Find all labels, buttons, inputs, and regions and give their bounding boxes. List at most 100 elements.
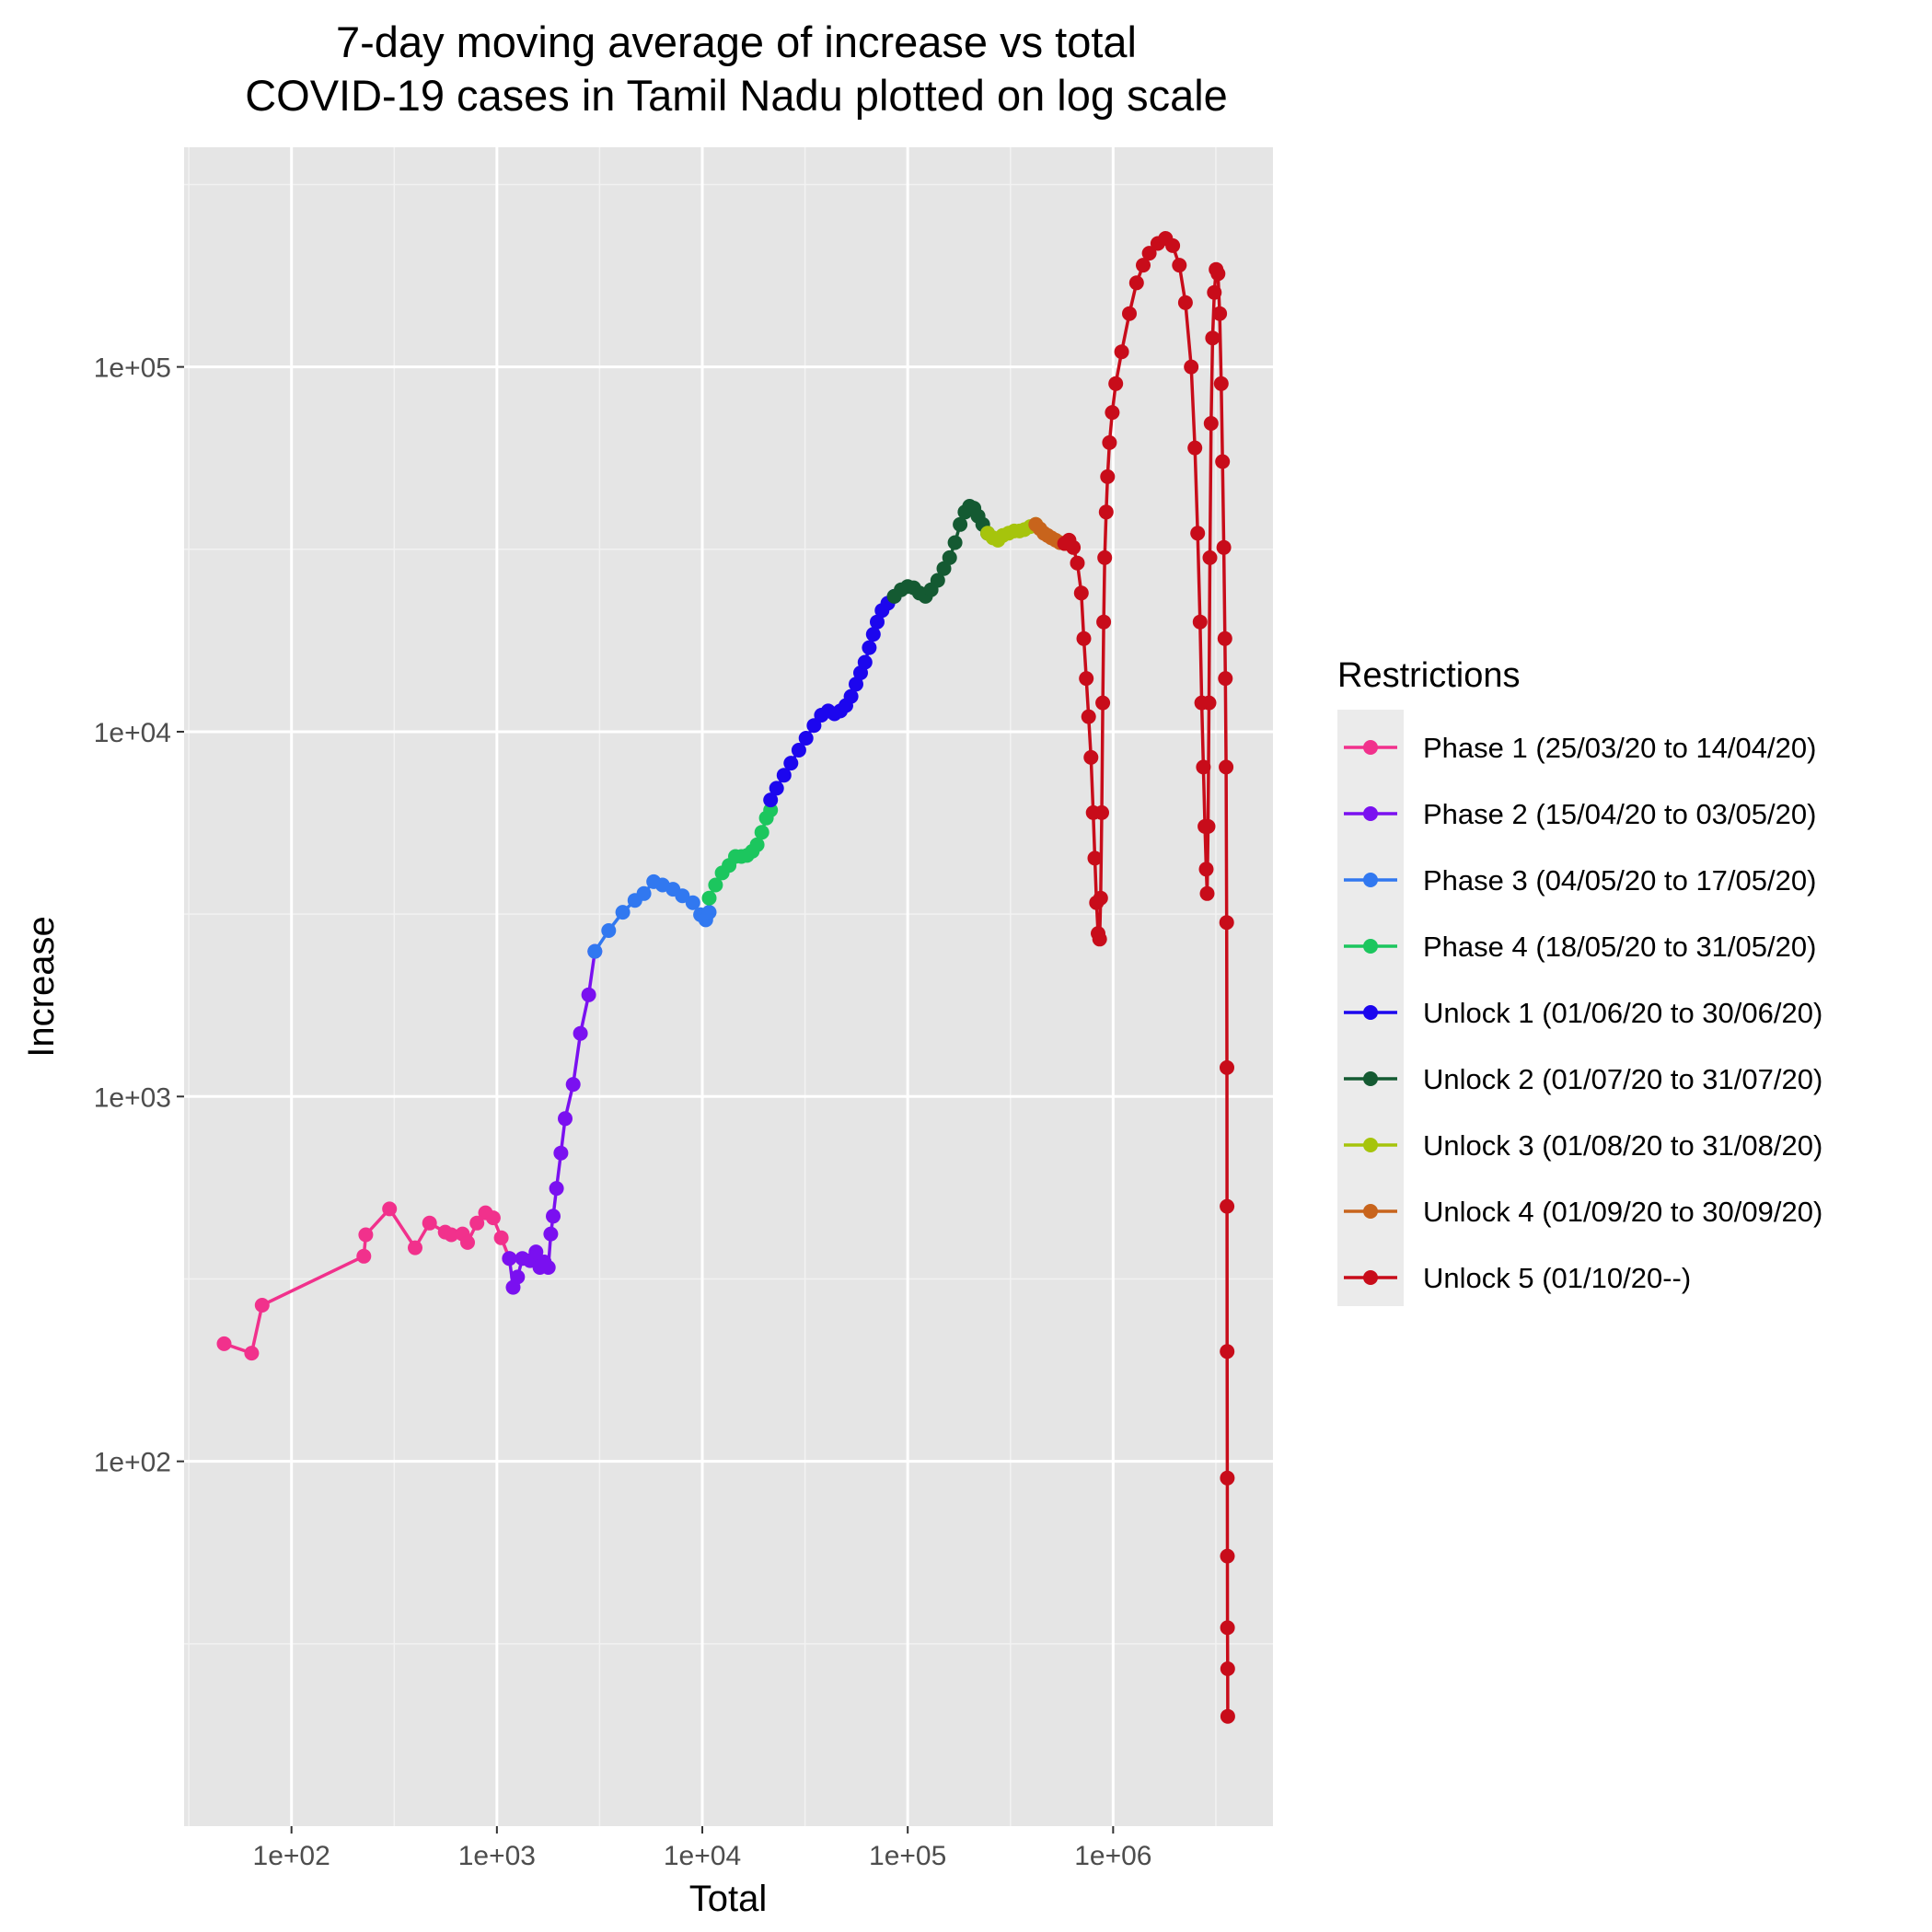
data-point (444, 1227, 459, 1243)
data-point (1083, 749, 1099, 765)
legend-key-point (1363, 740, 1378, 755)
data-point (870, 614, 885, 630)
data-point (1094, 804, 1109, 820)
data-point (1217, 631, 1232, 646)
data-point (540, 1260, 556, 1275)
x-tick-label: 1e+05 (869, 1841, 946, 1871)
data-point (1220, 1344, 1235, 1359)
legend-key-point (1363, 1071, 1378, 1086)
data-point (1200, 818, 1216, 834)
data-point (1190, 526, 1206, 541)
grid-major (184, 147, 1273, 1826)
data-point (1198, 862, 1214, 877)
data-point (798, 731, 814, 746)
data-point (763, 792, 779, 808)
data-point (553, 1145, 569, 1161)
data-point (382, 1201, 398, 1217)
legend-label: Phase 4 (18/05/20 to 31/05/20) (1423, 931, 1816, 963)
legend-item: Unlock 4 (01/09/20 to 30/09/20) (1344, 1196, 1822, 1228)
y-axis-title: Increase (21, 916, 62, 1057)
data-point (1219, 915, 1234, 931)
legend-item: Phase 3 (04/05/20 to 17/05/20) (1344, 864, 1816, 897)
series-group (502, 943, 603, 1295)
data-point (1098, 504, 1114, 520)
data-point (754, 825, 769, 840)
data-point (1114, 344, 1129, 360)
data-point (1128, 275, 1144, 291)
data-point (1087, 850, 1103, 866)
data-point (862, 640, 877, 655)
legend-label: Unlock 4 (01/09/20 to 30/09/20) (1423, 1196, 1822, 1228)
data-point (791, 743, 806, 758)
data-point (1220, 1661, 1235, 1676)
data-point (1219, 759, 1234, 775)
data-point (216, 1336, 232, 1351)
data-point (1097, 550, 1113, 565)
data-point (1205, 330, 1221, 346)
data-point (1076, 631, 1092, 646)
legend-label: Phase 3 (04/05/20 to 17/05/20) (1423, 864, 1816, 897)
data-point (769, 781, 784, 796)
data-point (1220, 1548, 1235, 1564)
legend-item: Unlock 2 (01/07/20 to 31/07/20) (1344, 1063, 1822, 1095)
data-point (460, 1234, 475, 1250)
legend-key-point (1363, 806, 1378, 821)
data-point (701, 905, 717, 920)
data-point (1136, 258, 1151, 273)
data-point (1187, 440, 1203, 456)
data-point (675, 888, 690, 904)
data-point (1165, 237, 1181, 253)
data-point (1092, 931, 1107, 947)
data-point (1196, 759, 1211, 775)
x-axis-ticks: 1e+02 1e+03 1e+04 1e+05 1e+06 (253, 1826, 1151, 1871)
data-point (528, 1244, 544, 1260)
chart-title-line2: COVID-19 cases in Tamil Nadu plotted on … (245, 71, 1228, 120)
data-point (936, 561, 952, 576)
data-point (615, 905, 631, 920)
data-point (942, 550, 957, 565)
data-point (708, 877, 723, 893)
data-point (546, 1209, 561, 1224)
data-point (1220, 1620, 1235, 1636)
data-point (1220, 1198, 1235, 1214)
legend-key-point (1363, 873, 1378, 887)
data-point (558, 1111, 573, 1127)
y-tick-label: 1e+02 (94, 1448, 171, 1478)
data-point (254, 1298, 270, 1313)
grid-minor (184, 147, 1273, 1826)
data-point (469, 1215, 485, 1231)
legend-item: Phase 2 (15/04/20 to 03/05/20) (1344, 798, 1816, 830)
data-point (1102, 434, 1117, 450)
data-point (1177, 295, 1193, 310)
data-point (1108, 376, 1124, 391)
legend-items: Phase 1 (25/03/20 to 14/04/20) Phase 2 (1… (1344, 732, 1822, 1294)
data-point (573, 1025, 588, 1041)
data-point (485, 1210, 501, 1226)
y-tick-label: 1e+03 (94, 1082, 171, 1113)
data-point (806, 718, 822, 734)
data-point (1172, 258, 1187, 273)
data-point (1066, 539, 1082, 555)
data-point (857, 654, 873, 670)
data-point (1199, 885, 1215, 901)
data-point (1220, 1059, 1234, 1075)
data-point (1220, 1470, 1235, 1486)
series-group (886, 499, 995, 604)
data-point (763, 803, 779, 818)
data-point (947, 535, 963, 550)
data-point (1122, 306, 1137, 321)
data-point (685, 895, 700, 910)
data-point (510, 1269, 526, 1285)
x-tick-label: 1e+03 (458, 1841, 536, 1871)
data-point (1095, 695, 1111, 711)
legend-key-point (1363, 1204, 1378, 1219)
data-point (1220, 1708, 1235, 1724)
data-point (408, 1240, 422, 1255)
series-layer (216, 231, 1235, 1724)
data-point (565, 1077, 581, 1093)
data-point (587, 943, 603, 959)
series-group (701, 803, 779, 906)
plot-panel (184, 147, 1273, 1826)
data-point (1093, 890, 1108, 906)
